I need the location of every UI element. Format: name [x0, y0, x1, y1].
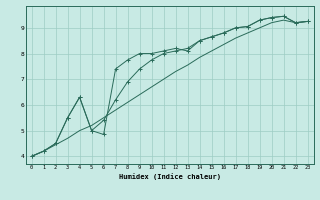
- X-axis label: Humidex (Indice chaleur): Humidex (Indice chaleur): [119, 173, 220, 180]
